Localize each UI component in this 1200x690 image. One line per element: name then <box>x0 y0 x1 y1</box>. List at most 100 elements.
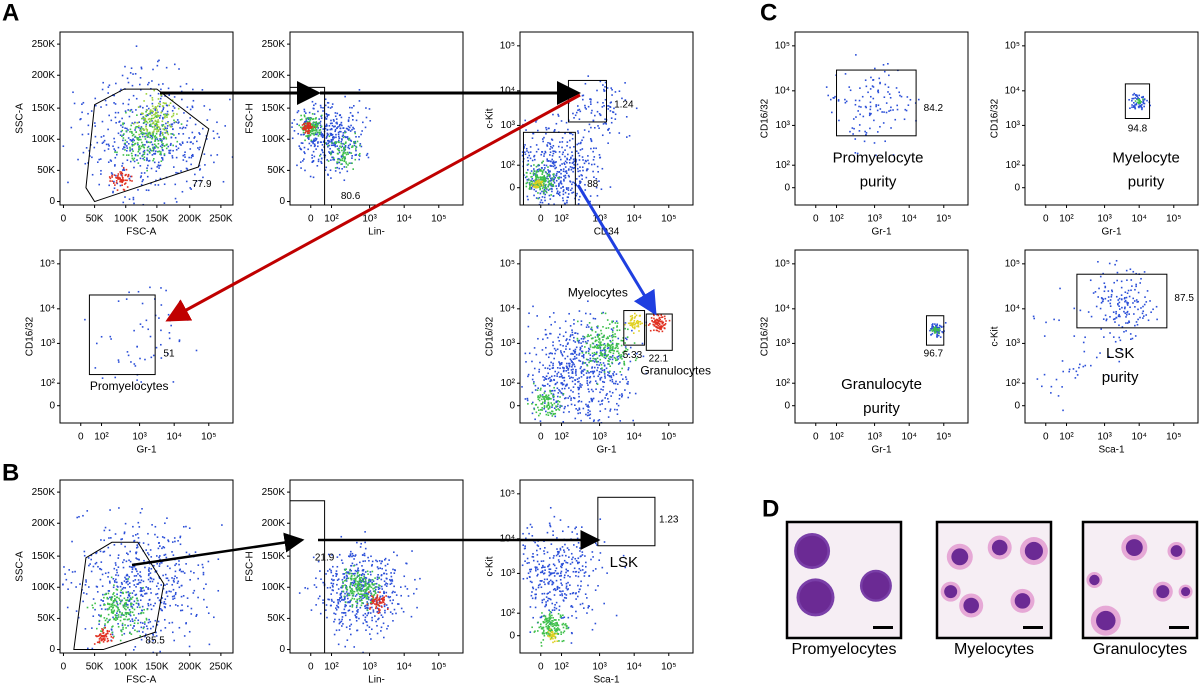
event-dot <box>569 377 571 379</box>
event-dot <box>362 597 364 599</box>
event-dot <box>346 626 348 628</box>
event-dot <box>348 119 350 121</box>
event-dot <box>537 338 539 340</box>
event-dot <box>303 151 305 153</box>
event-dot <box>400 595 402 597</box>
event-dot <box>610 186 612 188</box>
event-dot <box>152 105 154 107</box>
event-dot <box>104 623 106 625</box>
event-dot <box>350 599 352 601</box>
event-dot <box>611 122 613 124</box>
event-dot <box>580 420 582 422</box>
event-dot <box>558 392 560 394</box>
event-dot <box>172 110 174 112</box>
event-dot <box>338 149 340 151</box>
event-dot <box>362 560 364 562</box>
event-dot <box>588 326 590 328</box>
event-dot <box>218 136 220 138</box>
event-dot <box>126 130 128 132</box>
event-dot <box>547 142 549 144</box>
x-tick-label: 200K <box>178 214 202 225</box>
event-dot <box>365 617 367 619</box>
event-dot <box>229 99 231 101</box>
event-dot <box>185 622 187 624</box>
event-dot <box>117 610 119 612</box>
event-dot <box>329 148 331 150</box>
event-dot <box>121 184 123 186</box>
event-dot <box>543 398 545 400</box>
event-dot <box>593 318 595 320</box>
event-dot <box>166 105 168 107</box>
event-dot <box>126 128 128 130</box>
event-dot <box>125 523 127 525</box>
event-dot <box>603 381 605 383</box>
event-dot <box>536 197 538 199</box>
event-dot <box>541 191 543 193</box>
event-dot <box>341 138 343 140</box>
event-dot <box>584 346 586 348</box>
event-dot <box>615 322 617 324</box>
x-tick-label: 10² <box>324 214 339 225</box>
event-dot <box>314 156 316 158</box>
event-dot <box>594 164 596 166</box>
event-dot <box>76 517 78 519</box>
gate-percentage: 1.24 <box>614 99 634 110</box>
event-dot <box>343 143 345 145</box>
event-dot <box>148 567 150 569</box>
event-dot <box>359 153 361 155</box>
event-dot <box>133 580 135 582</box>
event-dot <box>566 187 568 189</box>
event-dot <box>561 388 563 390</box>
event-dot <box>174 64 176 66</box>
event-dot <box>342 581 344 583</box>
event-dot <box>547 372 549 374</box>
event-dot <box>139 582 141 584</box>
event-dot <box>148 619 150 621</box>
event-dot <box>111 599 113 601</box>
event-dot <box>595 336 597 338</box>
event-dot <box>91 571 93 573</box>
event-dot <box>217 590 219 592</box>
event-dot <box>202 89 204 91</box>
event-dot <box>570 158 572 160</box>
event-dot <box>159 651 161 653</box>
event-dot <box>552 413 554 415</box>
y-tick-label: 100K <box>262 582 286 593</box>
y-axis-label: CD16/32 <box>25 316 36 356</box>
event-dot <box>149 125 151 127</box>
event-dot <box>613 375 615 377</box>
event-dot <box>181 596 183 598</box>
event-dot <box>123 146 125 148</box>
event-dot <box>538 164 540 166</box>
event-dot <box>572 334 574 336</box>
event-dot <box>110 338 112 340</box>
event-dot <box>311 609 313 611</box>
event-dot <box>189 117 191 119</box>
event-dot <box>381 598 383 600</box>
event-dot <box>134 363 136 365</box>
event-dot <box>352 604 354 606</box>
event-dot <box>378 609 380 611</box>
event-dot <box>371 593 373 595</box>
event-dot <box>538 398 540 400</box>
event-dot <box>578 377 580 379</box>
event-dot <box>571 369 573 371</box>
y-tick-label: 0 <box>49 400 55 411</box>
event-dot <box>564 388 566 390</box>
event-dot <box>130 125 132 127</box>
event-dot <box>157 119 159 121</box>
event-dot <box>563 383 565 385</box>
event-dot <box>114 151 116 153</box>
event-dot <box>394 569 396 571</box>
y-axis-label: FSC-H <box>245 103 256 134</box>
event-dot <box>390 583 392 585</box>
event-dot <box>96 343 98 345</box>
event-dot <box>567 196 569 198</box>
event-dot <box>311 140 313 142</box>
event-dot <box>198 149 200 151</box>
event-dot <box>583 137 585 139</box>
event-dot <box>625 346 627 348</box>
event-dot <box>103 539 105 541</box>
event-dot <box>619 420 621 422</box>
panel-label: A <box>2 0 19 26</box>
